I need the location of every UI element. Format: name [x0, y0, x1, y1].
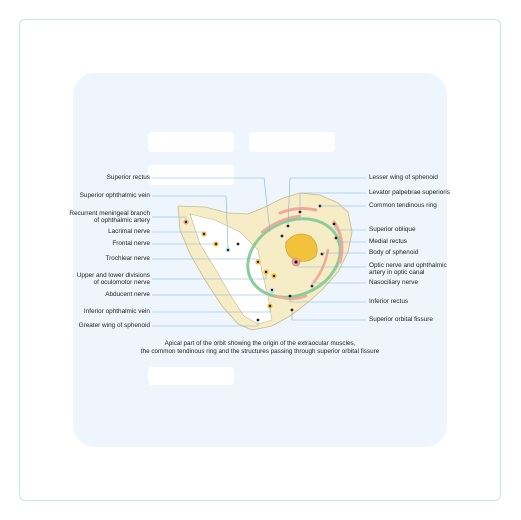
caption-line: the common tendinous ring and the struct…: [140, 348, 380, 355]
leader-lines: [152, 177, 366, 327]
label-common-tendinous-ring: Common tendinous ring: [369, 202, 437, 209]
optic-canal: [285, 233, 318, 262]
structure-dots: [183, 204, 338, 322]
label-inferior-rectus: Inferior rectus: [369, 298, 409, 305]
label-line: of ophthalmic artery: [93, 217, 150, 225]
levator-palpebrae-muscle: [278, 207, 318, 215]
common-tendinous-ring: [246, 217, 342, 299]
caption-line: Apical part of the orbit showing the ori…: [164, 340, 356, 347]
label-superior-ophthalmic-vein: Superior ophthalmic vein: [79, 192, 150, 199]
label-body-of-sphenoid: Body of sphenoid: [369, 249, 419, 256]
label-line: artery in optic canal: [369, 269, 425, 277]
label-levator-palpebrae-superioris: Levator palpebrae superioris: [369, 189, 450, 196]
label-superior-rectus: Superior rectus: [106, 174, 150, 181]
superior-oblique-muscle: [332, 220, 344, 264]
label-lacrimal-nerve: Lacrimal nerve: [108, 228, 150, 235]
label-line: Optic nerve and ophthalmic: [369, 262, 447, 269]
label-line: Upper and lower divisions: [76, 272, 150, 279]
placeholder-block: [249, 132, 335, 152]
label-frontal-nerve: Frontal nerve: [112, 240, 150, 247]
placeholder-block: [148, 165, 234, 185]
label-trochlear-nerve: Trochlear nerve: [105, 255, 150, 262]
label-lesser-wing-of-sphenoid: Lesser wing of sphenoid: [369, 174, 438, 181]
superior-rectus-muscle: [260, 214, 302, 234]
label-medial-rectus: Medial rectus: [369, 238, 408, 245]
label-greater-wing-of-sphenoid: Greater wing of sphenoid: [78, 322, 150, 329]
figure-caption: Apical part of the orbit showing the ori…: [100, 340, 420, 356]
inferior-rectus-muscle: [274, 294, 308, 301]
label-nasociliary-nerve: Nasociliary nerve: [369, 279, 419, 286]
label-line: Recurrent meningeal branch: [69, 210, 150, 217]
placeholder-block: [148, 132, 234, 152]
label-superior-oblique: Superior oblique: [369, 226, 416, 233]
label-line: of oculomotor nerve: [93, 279, 150, 287]
label-abducent-nerve: Abducent nerve: [105, 291, 150, 298]
label-superior-orbital-fissure: Superior orbital fissure: [369, 316, 433, 323]
label-oculomotor-divisions: Upper and lower divisions of oculomotor …: [77, 272, 150, 286]
label-recurrent-meningeal-branch: Recurrent meningeal branch of ophthalmic…: [69, 210, 150, 224]
label-inferior-ophthalmic-vein: Inferior ophthalmic vein: [83, 308, 150, 315]
superior-orbital-fissure: [189, 213, 273, 325]
label-optic-nerve-ophthalmic-artery: Optic nerve and ophthalmic artery in opt…: [369, 262, 447, 276]
placeholder-block: [148, 367, 234, 385]
